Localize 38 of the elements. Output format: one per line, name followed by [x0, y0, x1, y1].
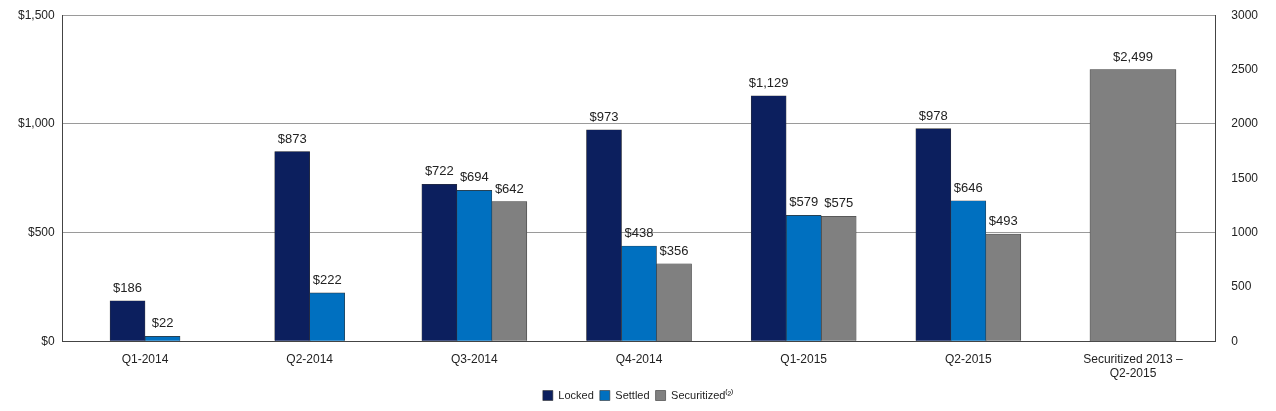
x-tick-label: Q1-2014 [121, 351, 169, 366]
data-label: $575 [824, 195, 854, 211]
data-label: $2,499 [1113, 48, 1153, 64]
legend-label: Settled [615, 388, 650, 401]
y2-tick-label: 3000 [1231, 7, 1259, 22]
data-label: $438 [624, 225, 654, 241]
data-label: $978 [918, 107, 948, 123]
data-label: $722 [424, 163, 454, 179]
y2-tick-label: 0 [1231, 333, 1239, 348]
y-tick-label: $1,500 [18, 7, 56, 22]
data-label: $646 [953, 179, 983, 195]
y-tick-label: $500 [28, 224, 56, 239]
y2-tick-label: 500 [1231, 279, 1252, 294]
x-tick-label: Q4-2014 [615, 351, 663, 366]
data-label: $973 [589, 108, 619, 124]
data-label: $873 [277, 130, 307, 146]
legend-label: Locked [558, 388, 594, 401]
data-label: $222 [312, 272, 342, 288]
data-label: $22 [151, 315, 174, 331]
y-tick-label: $0 [41, 333, 56, 348]
data-label: $1,129 [748, 74, 789, 90]
data-label: $694 [459, 169, 489, 185]
x-tick-label: Q1-2015 [780, 351, 828, 366]
legend-label: Securitized⁽²⁾ [671, 388, 734, 401]
data-label: $642 [494, 180, 524, 196]
data-label: $186 [113, 279, 142, 295]
x-tick-label: Q3-2014 [450, 351, 499, 366]
data-label: $356 [659, 242, 689, 258]
y2-tick-label: 1500 [1231, 170, 1259, 185]
y2-tick-label: 2500 [1231, 61, 1259, 76]
y-tick-label: $1,000 [18, 116, 56, 131]
data-label: $493 [988, 213, 1018, 229]
x-tick-label: Securitized 2013 – Q2-2015 [1083, 351, 1183, 381]
y2-tick-label: 2000 [1231, 116, 1259, 131]
data-label: $579 [789, 194, 819, 210]
x-tick-label: Q2-2015 [944, 351, 992, 366]
x-tick-label: Q2-2014 [286, 351, 334, 366]
y2-tick-label: 1000 [1231, 224, 1259, 239]
